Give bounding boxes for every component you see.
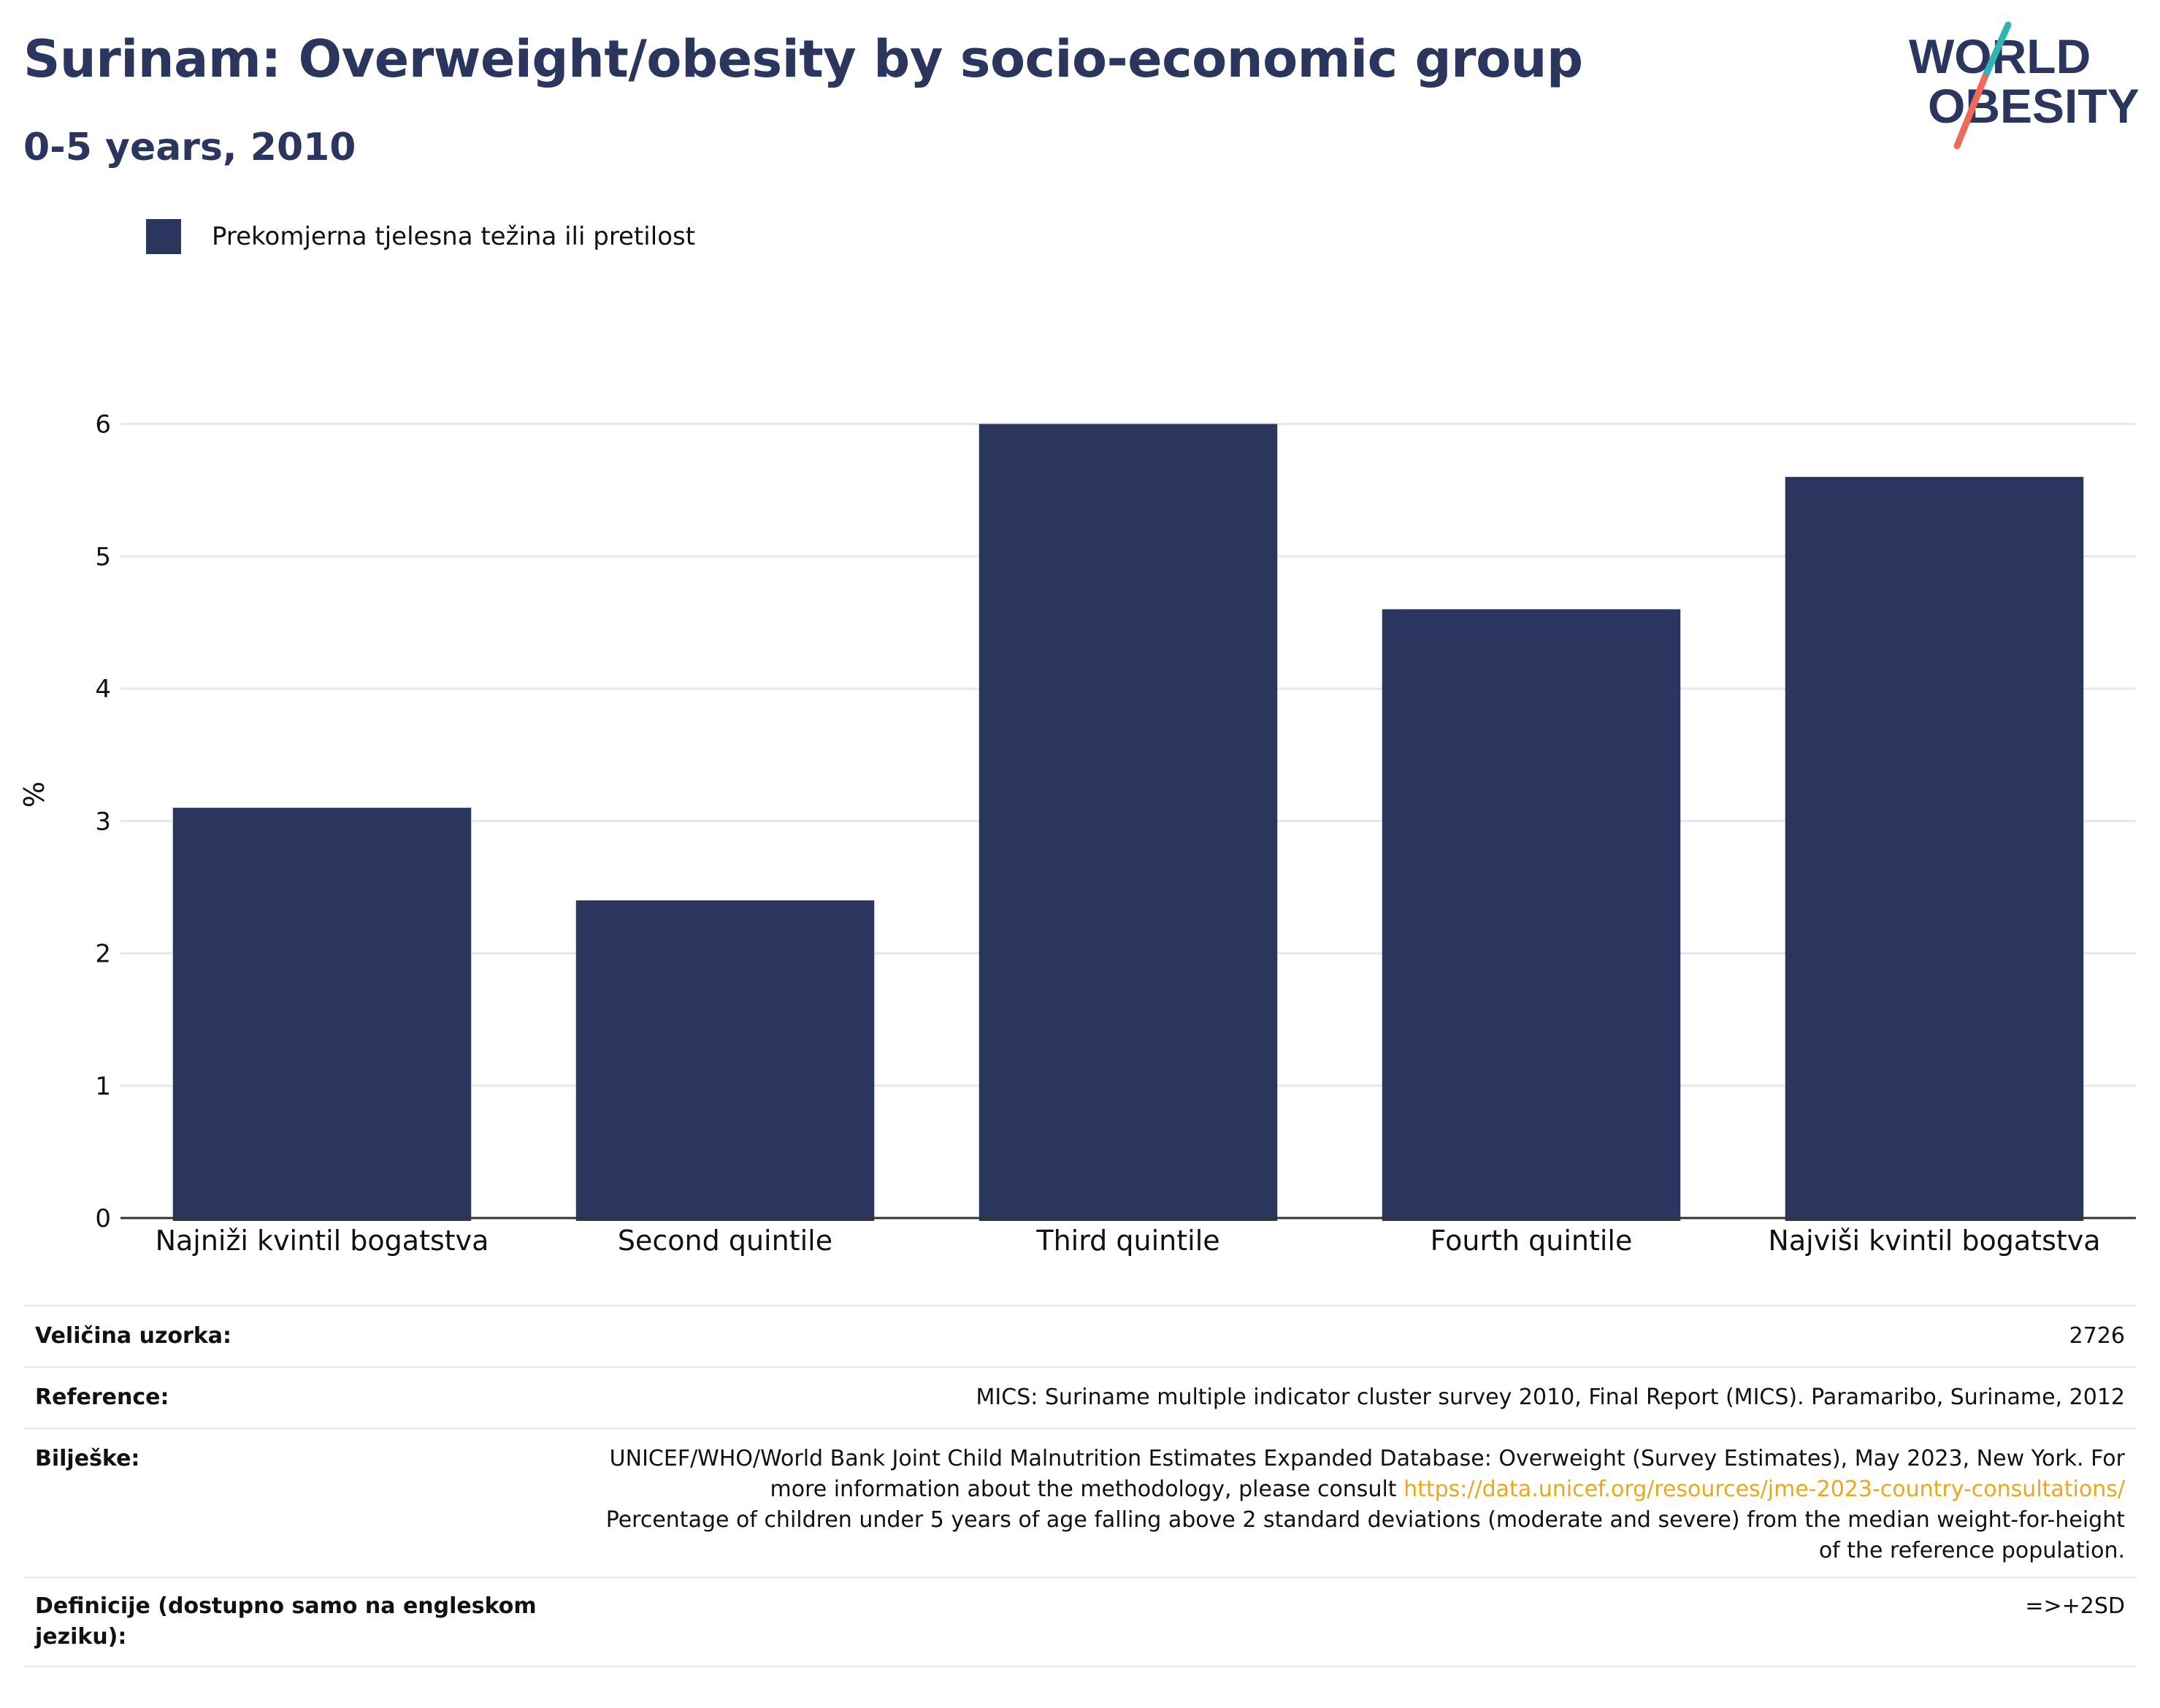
x-tick-label: Third quintile [1035, 1225, 1219, 1257]
info-row-notes: Bilješke: UNICEF/WHO/World Bank Joint Ch… [23, 1428, 2137, 1577]
notes-label: Bilješke: [23, 1428, 587, 1577]
x-tick-label: Najniži kvintil bogatstva [156, 1225, 489, 1257]
x-tick-label: Fourth quintile [1431, 1225, 1633, 1257]
y-axis-title: % [18, 781, 50, 808]
notes-text-1: UNICEF/WHO/World Bank Joint Child Malnut… [609, 1446, 2125, 1502]
legend[interactable]: Prekomjerna tjelesna težina ili pretilos… [146, 218, 695, 256]
bar-chart: 0 1 2 3 4 5 6% Najniži kvintil bogatstva Second … [18, 410, 2136, 1257]
x-tick-label: Najviši kvintil bogatstva [1768, 1225, 2100, 1257]
y-tick-label: 6 [95, 410, 111, 440]
legend-swatch [146, 219, 181, 254]
y-tick-label: 0 [95, 1204, 111, 1233]
bar [1382, 609, 1681, 1221]
reference-value: MICS: Suriname multiple indicator cluste… [587, 1366, 2137, 1428]
y-tick-label: 5 [95, 543, 111, 572]
y-tick-label: 1 [95, 1072, 111, 1101]
notes-link[interactable]: https://data.unicef.org/resources/jme-20… [1403, 1477, 2125, 1502]
logo-slash-teal [1981, 21, 2012, 81]
legend-label: Prekomjerna tjelesna težina ili pretilos… [212, 222, 696, 251]
info-table: Veličina uzorka: 2726 Reference: MICS: S… [23, 1305, 2137, 1667]
notes-value: UNICEF/WHO/World Bank Joint Child Malnut… [587, 1428, 2137, 1577]
definitions-label: Definicije (dostupno samo na engleskom j… [23, 1577, 587, 1667]
info-row-definitions: Definicije (dostupno samo na engleskom j… [23, 1577, 2137, 1667]
logo-slash-coral [1953, 74, 1988, 150]
bar [1785, 477, 2084, 1221]
chart-subtitle: 0-5 years, 2010 [23, 126, 356, 169]
definitions-value: =>+2SD [587, 1577, 2137, 1667]
sample-size-label: Veličina uzorka: [23, 1305, 587, 1367]
y-tick-label: 2 [95, 940, 111, 969]
x-tick-label: Second quintile [618, 1225, 832, 1257]
y-tick-label: 3 [95, 807, 111, 836]
bar [172, 808, 472, 1221]
y-tick-label: 4 [95, 675, 111, 704]
bar [978, 424, 1278, 1221]
info-row-sample: Veličina uzorka: 2726 [23, 1305, 2137, 1367]
chart-title: Surinam: Overweight/obesity by socio-eco… [23, 29, 1583, 89]
info-row-reference: Reference: MICS: Suriname multiple indic… [23, 1366, 2137, 1428]
world-obesity-logo: WORLD OBESITY [1909, 21, 2140, 150]
bar [575, 900, 875, 1221]
notes-text-2: Percentage of children under 5 years of … [605, 1507, 2125, 1563]
sample-size-value: 2726 [587, 1305, 2137, 1367]
reference-label: Reference: [23, 1366, 587, 1428]
